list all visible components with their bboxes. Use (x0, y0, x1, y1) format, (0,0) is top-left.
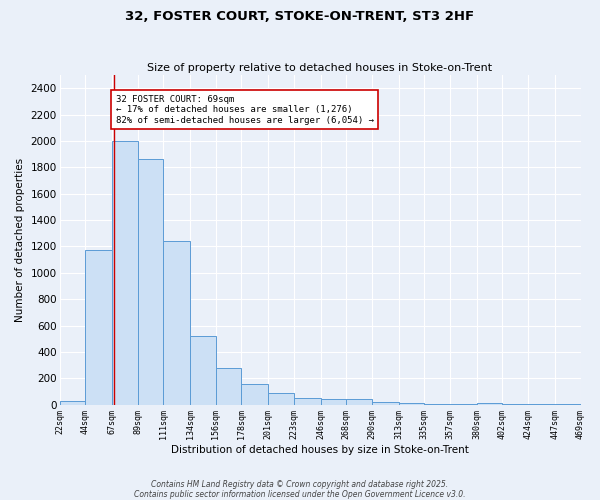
Title: Size of property relative to detached houses in Stoke-on-Trent: Size of property relative to detached ho… (148, 63, 493, 73)
Bar (112, 141, 137, 405)
Bar (163, 241, 190, 404)
Y-axis label: Number of detached properties: Number of detached properties (15, 158, 25, 322)
Bar (59, 400, 85, 404)
Bar (216, 368, 241, 404)
Bar (268, 392, 294, 404)
Bar (137, 160, 163, 404)
Bar (320, 400, 346, 404)
Bar (85, 250, 112, 404)
Bar (372, 402, 399, 404)
Text: 32, FOSTER COURT, STOKE-ON-TRENT, ST3 2HF: 32, FOSTER COURT, STOKE-ON-TRENT, ST3 2H… (125, 10, 475, 23)
Bar (241, 384, 268, 404)
Text: 32 FOSTER COURT: 69sqm
← 17% of detached houses are smaller (1,276)
82% of semi-: 32 FOSTER COURT: 69sqm ← 17% of detached… (116, 95, 374, 124)
Bar (346, 400, 372, 404)
X-axis label: Distribution of detached houses by size in Stoke-on-Trent: Distribution of detached houses by size … (171, 445, 469, 455)
Text: Contains HM Land Registry data © Crown copyright and database right 2025.
Contai: Contains HM Land Registry data © Crown c… (134, 480, 466, 499)
Bar (294, 398, 320, 404)
Bar (190, 336, 216, 404)
